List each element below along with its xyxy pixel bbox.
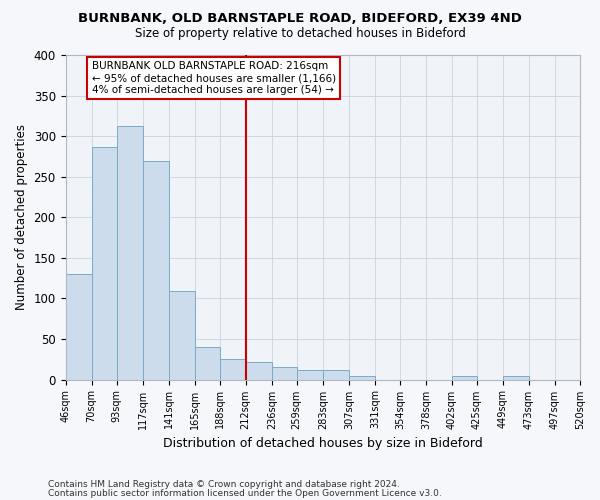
Text: BURNBANK, OLD BARNSTAPLE ROAD, BIDEFORD, EX39 4ND: BURNBANK, OLD BARNSTAPLE ROAD, BIDEFORD,… [78, 12, 522, 26]
Bar [246, 362, 272, 380]
Bar [503, 376, 529, 380]
Bar [220, 360, 246, 380]
Bar [92, 146, 116, 380]
Bar [169, 291, 194, 380]
Y-axis label: Number of detached properties: Number of detached properties [15, 124, 28, 310]
Text: Contains public sector information licensed under the Open Government Licence v3: Contains public sector information licen… [48, 489, 442, 498]
Bar [323, 370, 349, 380]
Text: BURNBANK OLD BARNSTAPLE ROAD: 216sqm
← 95% of detached houses are smaller (1,166: BURNBANK OLD BARNSTAPLE ROAD: 216sqm ← 9… [92, 62, 336, 94]
Text: Contains HM Land Registry data © Crown copyright and database right 2024.: Contains HM Land Registry data © Crown c… [48, 480, 400, 489]
Bar [452, 376, 477, 380]
Bar [272, 368, 297, 380]
Bar [65, 274, 92, 380]
Text: Size of property relative to detached houses in Bideford: Size of property relative to detached ho… [134, 28, 466, 40]
Bar [194, 347, 220, 380]
X-axis label: Distribution of detached houses by size in Bideford: Distribution of detached houses by size … [163, 437, 482, 450]
Bar [143, 162, 169, 380]
Bar [297, 370, 323, 380]
Bar [116, 126, 143, 380]
Bar [349, 376, 375, 380]
